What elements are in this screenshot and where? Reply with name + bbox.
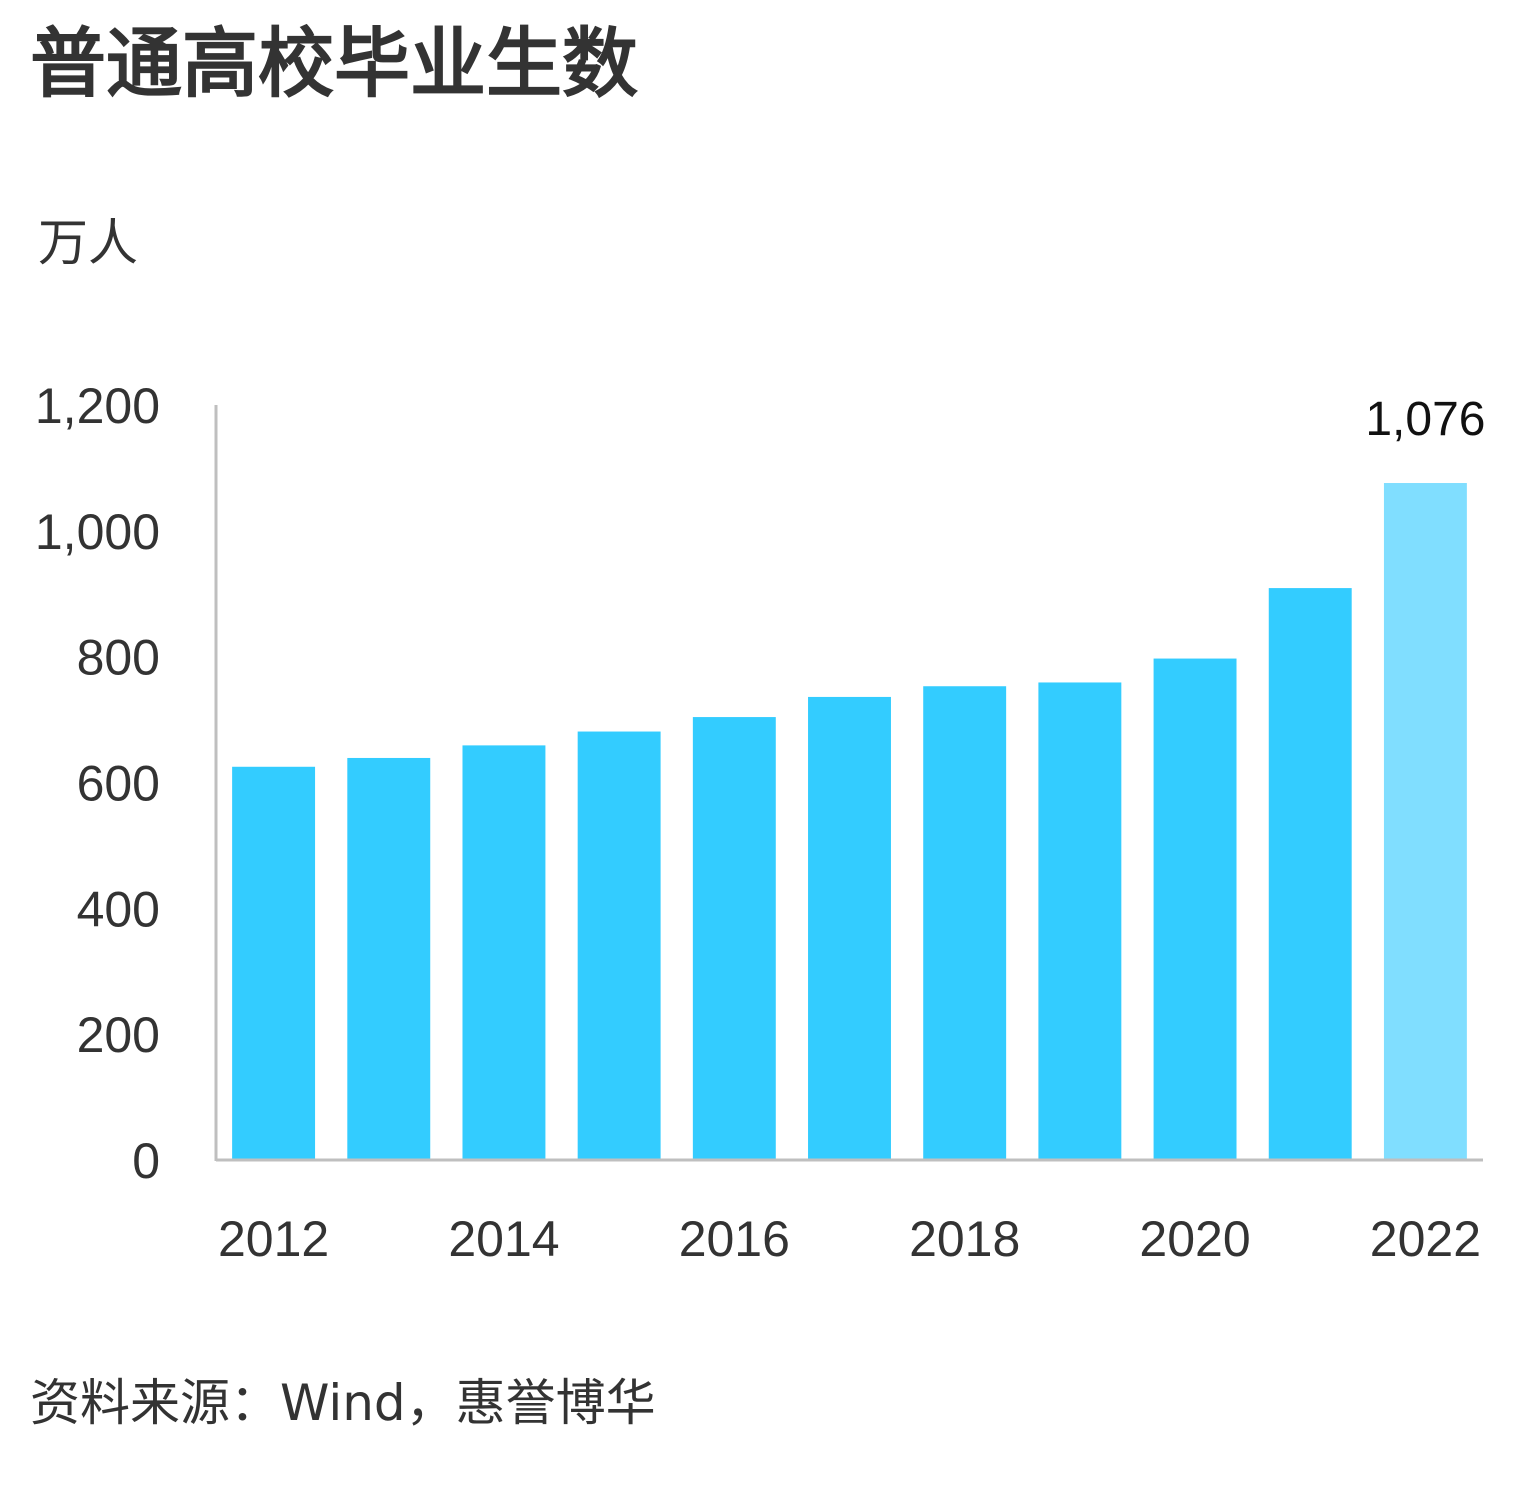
data-label-2022: 1,076 (1365, 393, 1485, 446)
y-tick-label: 400 (77, 881, 160, 937)
bar-2021 (1268, 588, 1352, 1160)
source-note: 资料来源：Wind，惠誉博华 (30, 1374, 656, 1432)
x-tick-label: 2012 (218, 1211, 329, 1267)
bar-2020 (1153, 658, 1237, 1160)
bar-2012 (232, 766, 316, 1160)
y-tick-label: 600 (77, 756, 160, 812)
y-tick-label: 1,000 (35, 504, 160, 560)
bar-2015 (577, 731, 661, 1160)
y-tick-label: 800 (77, 630, 160, 686)
bar-2016 (692, 717, 776, 1160)
y-axis-unit-label: 万人 (38, 214, 138, 272)
bars-group (232, 483, 1467, 1160)
y-tick-label: 200 (77, 1007, 160, 1063)
x-tick-label: 2020 (1139, 1211, 1250, 1267)
bar-2017 (808, 696, 891, 1160)
bar-2014 (462, 745, 546, 1160)
x-tick-label: 2016 (679, 1211, 790, 1267)
axes-group (214, 405, 1483, 1162)
x-tick-label: 2014 (448, 1211, 559, 1267)
bar-2018 (923, 686, 1007, 1160)
x-tick-label: 2022 (1370, 1211, 1481, 1267)
chart-title: 普通高校毕业生数 (30, 19, 638, 108)
y-tick-label: 1,200 (35, 378, 160, 434)
bar-2022 (1383, 483, 1467, 1160)
bar-2019 (1038, 682, 1122, 1160)
x-tick-label: 2018 (909, 1211, 1020, 1267)
bar-2013 (347, 757, 431, 1160)
labels-group: 2012 2014 2016 2018 2020 2022 0 200 400 600 800 1,0… (35, 378, 1486, 1267)
y-tick-label: 0 (132, 1133, 160, 1189)
